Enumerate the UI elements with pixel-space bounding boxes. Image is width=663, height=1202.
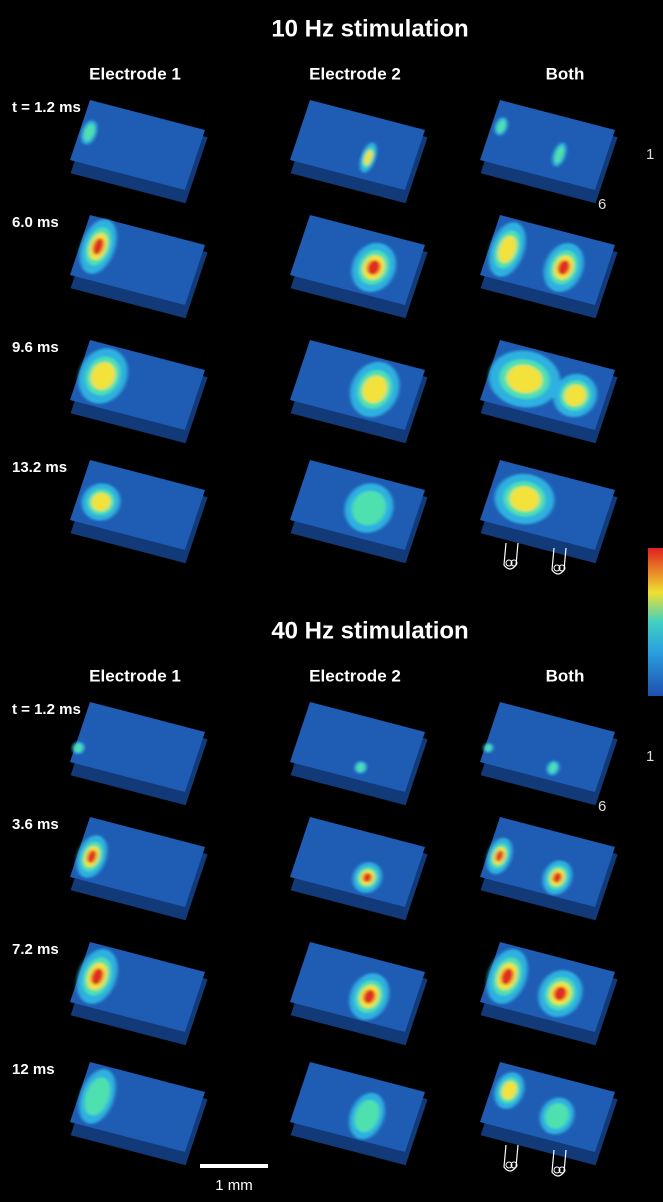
row-marker: 1 bbox=[646, 146, 654, 163]
time-label: 12 ms bbox=[12, 1061, 55, 1078]
row-marker: 6 bbox=[598, 798, 606, 815]
column-header: Electrode 2 bbox=[309, 64, 401, 83]
column-header: Both bbox=[546, 64, 585, 83]
color-bar bbox=[648, 548, 663, 696]
time-label: t = 1.2 ms bbox=[12, 701, 81, 718]
panel-title: 40 Hz stimulation bbox=[271, 617, 468, 644]
column-header: Electrode 1 bbox=[89, 64, 181, 83]
time-label: 6.0 ms bbox=[12, 214, 59, 231]
row-marker: 1 bbox=[646, 748, 654, 765]
figure: 1 mm 10 Hz stimulation Electrode 1 Electro… bbox=[0, 0, 663, 1202]
scale-label: 1 mm bbox=[215, 1177, 253, 1194]
time-label: 7.2 ms bbox=[12, 941, 59, 958]
time-label: t = 1.2 ms bbox=[12, 99, 81, 116]
time-label: 3.6 ms bbox=[12, 816, 59, 833]
time-label: 13.2 ms bbox=[12, 459, 67, 476]
column-header: Electrode 2 bbox=[309, 666, 401, 685]
panel-title: 10 Hz stimulation bbox=[271, 15, 468, 42]
row-marker: 6 bbox=[598, 196, 606, 213]
column-header: Both bbox=[546, 666, 585, 685]
time-label: 9.6 ms bbox=[12, 339, 59, 356]
column-header: Electrode 1 bbox=[89, 666, 181, 685]
